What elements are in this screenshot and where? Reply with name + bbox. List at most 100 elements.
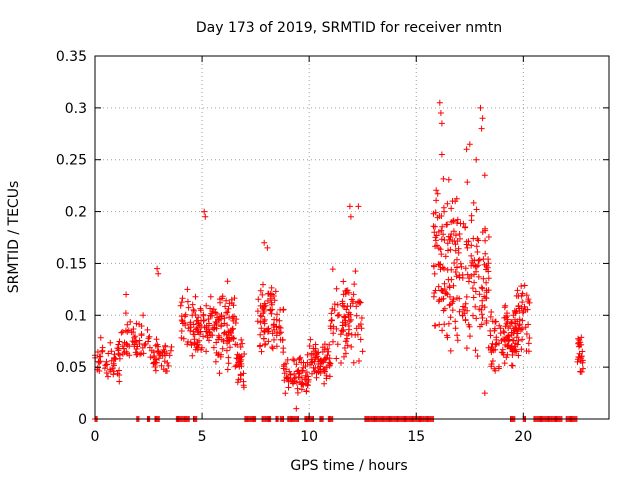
data-point	[206, 320, 212, 327]
data-point	[430, 223, 437, 230]
data-point	[357, 336, 364, 343]
data-point	[317, 357, 324, 364]
data-point	[293, 405, 300, 412]
data-point	[578, 353, 585, 360]
data-point	[519, 290, 526, 297]
data-point	[272, 288, 279, 295]
data-point	[471, 257, 478, 264]
data-point	[333, 325, 340, 332]
data-point	[210, 306, 217, 313]
data-point	[477, 323, 483, 330]
data-point	[492, 367, 499, 374]
data-point	[478, 284, 485, 291]
data-point	[160, 346, 167, 353]
data-point	[303, 380, 309, 387]
data-point	[454, 332, 461, 339]
data-point	[504, 313, 511, 319]
data-point	[229, 326, 236, 333]
data-point	[464, 307, 471, 314]
data-point	[107, 366, 114, 373]
data-point	[154, 265, 161, 272]
data-point	[438, 151, 445, 158]
data-point	[203, 348, 210, 355]
data-point	[274, 311, 280, 318]
data-point	[329, 266, 336, 273]
data-point	[273, 343, 280, 350]
data-point	[463, 345, 470, 352]
data-point	[303, 369, 310, 376]
data-point	[462, 317, 469, 324]
data-point	[282, 390, 289, 397]
data-point	[155, 348, 162, 355]
data-point	[345, 289, 352, 296]
data-point	[258, 313, 265, 320]
data-point	[178, 299, 185, 306]
data-point	[473, 263, 480, 270]
data-point	[234, 379, 241, 386]
data-point	[475, 273, 482, 280]
data-point	[340, 278, 347, 285]
data-point	[257, 342, 264, 349]
data-point	[215, 316, 222, 323]
data-point	[430, 210, 437, 217]
data-point	[260, 335, 267, 342]
data-point	[450, 217, 457, 224]
data-point	[270, 324, 277, 331]
data-point	[189, 312, 196, 319]
data-point	[355, 323, 362, 329]
data-point	[349, 300, 356, 307]
data-point	[493, 341, 500, 348]
data-point	[462, 265, 469, 272]
data-point	[312, 348, 318, 355]
data-point	[515, 293, 522, 300]
data-point	[211, 326, 218, 333]
data-point	[205, 316, 212, 323]
data-point	[438, 236, 445, 243]
data-point	[509, 352, 516, 358]
data-point	[464, 179, 471, 186]
data-point	[470, 199, 477, 206]
data-point	[508, 344, 515, 351]
data-point	[327, 360, 334, 367]
data-point	[142, 340, 149, 347]
data-point	[180, 320, 186, 327]
data-point	[502, 341, 509, 348]
data-point	[122, 327, 129, 334]
data-point	[258, 348, 265, 355]
data-point	[221, 330, 227, 337]
data-point	[460, 220, 467, 227]
data-point	[483, 289, 490, 296]
data-point	[195, 345, 201, 351]
data-point	[439, 327, 446, 334]
y-tick-label: 0.35	[56, 49, 87, 65]
data-point	[478, 311, 485, 318]
data-point	[576, 343, 582, 350]
data-point	[467, 333, 473, 340]
data-point	[307, 336, 314, 343]
data-point	[178, 317, 185, 324]
data-point	[97, 334, 104, 341]
data-point	[225, 328, 232, 335]
data-point	[280, 307, 287, 313]
data-point	[284, 356, 291, 363]
y-tick-label: 0.3	[65, 101, 87, 117]
data-point	[440, 307, 447, 314]
data-point	[297, 354, 304, 361]
data-point	[232, 320, 239, 326]
data-point	[482, 250, 489, 257]
data-point	[470, 235, 477, 242]
data-point	[470, 312, 476, 319]
data-point	[482, 294, 489, 301]
data-point	[269, 330, 276, 337]
data-point	[438, 296, 445, 303]
data-point	[104, 361, 110, 368]
data-point	[271, 297, 278, 304]
axes: 0 0.05 0.1 0.15 0.2 0.25 0.3 0.35 0 5 10 15 20	[56, 49, 609, 445]
data-point	[144, 326, 151, 333]
data-point	[134, 351, 141, 358]
data-point	[234, 351, 241, 358]
data-point	[463, 293, 470, 300]
data-point	[131, 334, 138, 341]
data-point	[273, 332, 280, 339]
